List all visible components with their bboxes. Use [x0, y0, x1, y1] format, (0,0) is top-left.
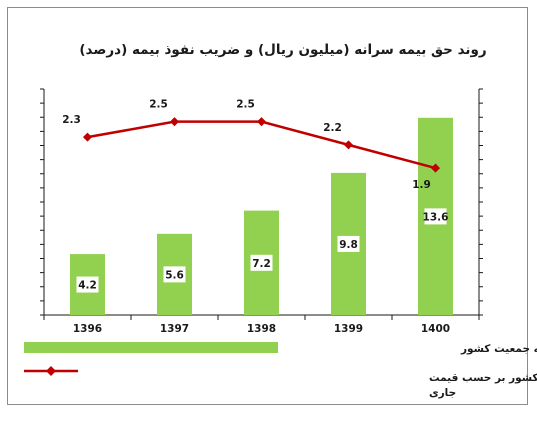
legend-bar-swatch [24, 342, 278, 353]
legend-line-marker [46, 366, 56, 376]
legend-line-label-line1: ضریب نفوذ بیمه = نسبت کل حق بیمه تولیدی … [429, 372, 537, 384]
x-tick-label: 1396 [73, 323, 102, 335]
line-value-label: 2.2 [323, 122, 342, 134]
line-value-label: 2.5 [236, 99, 255, 111]
legend: حق بیمه سرانه = نسبت کل حق بیمه تولیدی ب… [24, 342, 537, 399]
bars [70, 117, 453, 315]
bar-value-label: 5.6 [165, 269, 184, 281]
line-point [256, 117, 267, 127]
x-tick-labels: 1396 1397 1398 1399 1400 [73, 323, 450, 335]
line-layer: 2.3 2.5 2.5 2.2 1.9 [62, 99, 441, 191]
bar-value-label: 4.2 [78, 280, 97, 292]
axes [40, 88, 483, 320]
x-tick-label: 1397 [160, 323, 189, 335]
bar-label-box [250, 254, 273, 271]
bar-value-label: 13.6 [423, 211, 449, 223]
legend-line-label-line2: جاری [429, 387, 456, 399]
x-tick-label: 1399 [334, 323, 363, 335]
bar-label-box [337, 235, 360, 252]
bar-value-label: 9.8 [339, 239, 358, 251]
bar-labels: 4.2 5.6 7.2 9.8 13.6 [76, 208, 449, 293]
line-point [343, 140, 354, 150]
bar-label-box [163, 266, 186, 283]
line-series-path [87, 120, 436, 170]
line-value-label: 2.3 [62, 114, 81, 126]
bar-value-label: 7.2 [252, 258, 271, 270]
bar-label-box [76, 276, 99, 293]
line-value-label: 1.9 [412, 179, 431, 191]
x-tick-label: 1400 [421, 323, 450, 335]
chart-title: روند حق بیمه سرانه (میلیون ریال) و ضریب … [79, 42, 486, 58]
x-tick-label: 1398 [247, 323, 276, 335]
line-point [169, 117, 180, 127]
legend-bar-label: حق بیمه سرانه = نسبت کل حق بیمه تولیدی ب… [460, 343, 537, 355]
bar-label-box [424, 208, 447, 225]
line-value-label: 2.5 [149, 99, 168, 111]
line-point [82, 132, 93, 142]
